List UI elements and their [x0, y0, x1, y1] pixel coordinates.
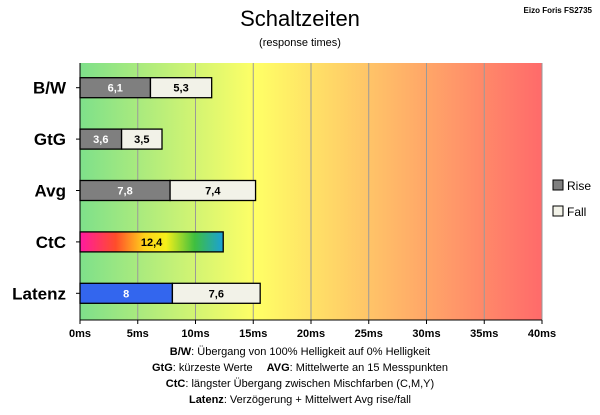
bar-value-label: 8 — [123, 288, 129, 300]
category-label: B/W — [33, 79, 67, 98]
bar-value-label: 7,6 — [209, 288, 224, 300]
monitor-label: Eizo Foris FS2735 — [523, 6, 592, 15]
note-ctc: CtC: längster Übergang zwischen Mischfar… — [165, 378, 435, 390]
legend-label-rise: Rise — [567, 179, 591, 193]
category-label: Latenz — [12, 284, 66, 303]
bar-fall — [171, 282, 261, 304]
bar-value-label: 5,3 — [173, 83, 188, 95]
note-bw: B/W: Übergang von 100% Helligkeit auf 0%… — [169, 346, 431, 358]
bar-value-label: 12,4 — [141, 237, 163, 249]
bar-value-label: 7,4 — [205, 186, 221, 198]
category-label: CtC — [36, 233, 66, 252]
legend-label-fall: Fall — [567, 205, 586, 219]
legend-swatch-rise — [552, 179, 564, 191]
bar-fall — [169, 179, 257, 202]
x-tick-label: 0ms — [69, 328, 91, 340]
x-tick-label: 5ms — [127, 328, 149, 340]
bar-chart: 6,1 5,3 3,6 3,5 7,8 7,4 12,4 8 7,6 B/W GtG Avg CtC L… — [12, 63, 591, 340]
x-tick-label: 20ms — [297, 328, 325, 340]
bar-value-label: 3,5 — [134, 134, 149, 146]
bar-fall — [120, 128, 163, 150]
category-label: Avg — [35, 182, 67, 201]
chart-title: Schaltzeiten — [240, 6, 360, 31]
x-tick-label: 15ms — [239, 328, 267, 340]
note-latenz: Latenz: Verzögerung + Mittelwert Avg ris… — [188, 394, 412, 406]
bar-rise — [79, 231, 224, 253]
x-tick-label: 40ms — [528, 328, 556, 340]
legend-swatch-fall — [552, 205, 564, 217]
chart-subtitle: (response times) — [259, 37, 341, 49]
notes: B/W: Übergang von 100% Helligkeit auf 0%… — [0, 344, 600, 408]
x-tick-label: 25ms — [355, 328, 383, 340]
category-label: GtG — [34, 130, 66, 149]
x-tick-label: 35ms — [470, 328, 498, 340]
bar-value-label: 3,6 — [93, 134, 108, 146]
bar-value-label: 6,1 — [108, 83, 123, 95]
x-tick-label: 30ms — [412, 328, 440, 340]
bar-fall — [149, 77, 213, 99]
note-gtg-avg: GtG: kürzeste Werte AVG: Mittelwerte an 1… — [151, 362, 449, 374]
bar-value-label: 7,8 — [117, 186, 132, 198]
x-tick-label: 10ms — [181, 328, 209, 340]
